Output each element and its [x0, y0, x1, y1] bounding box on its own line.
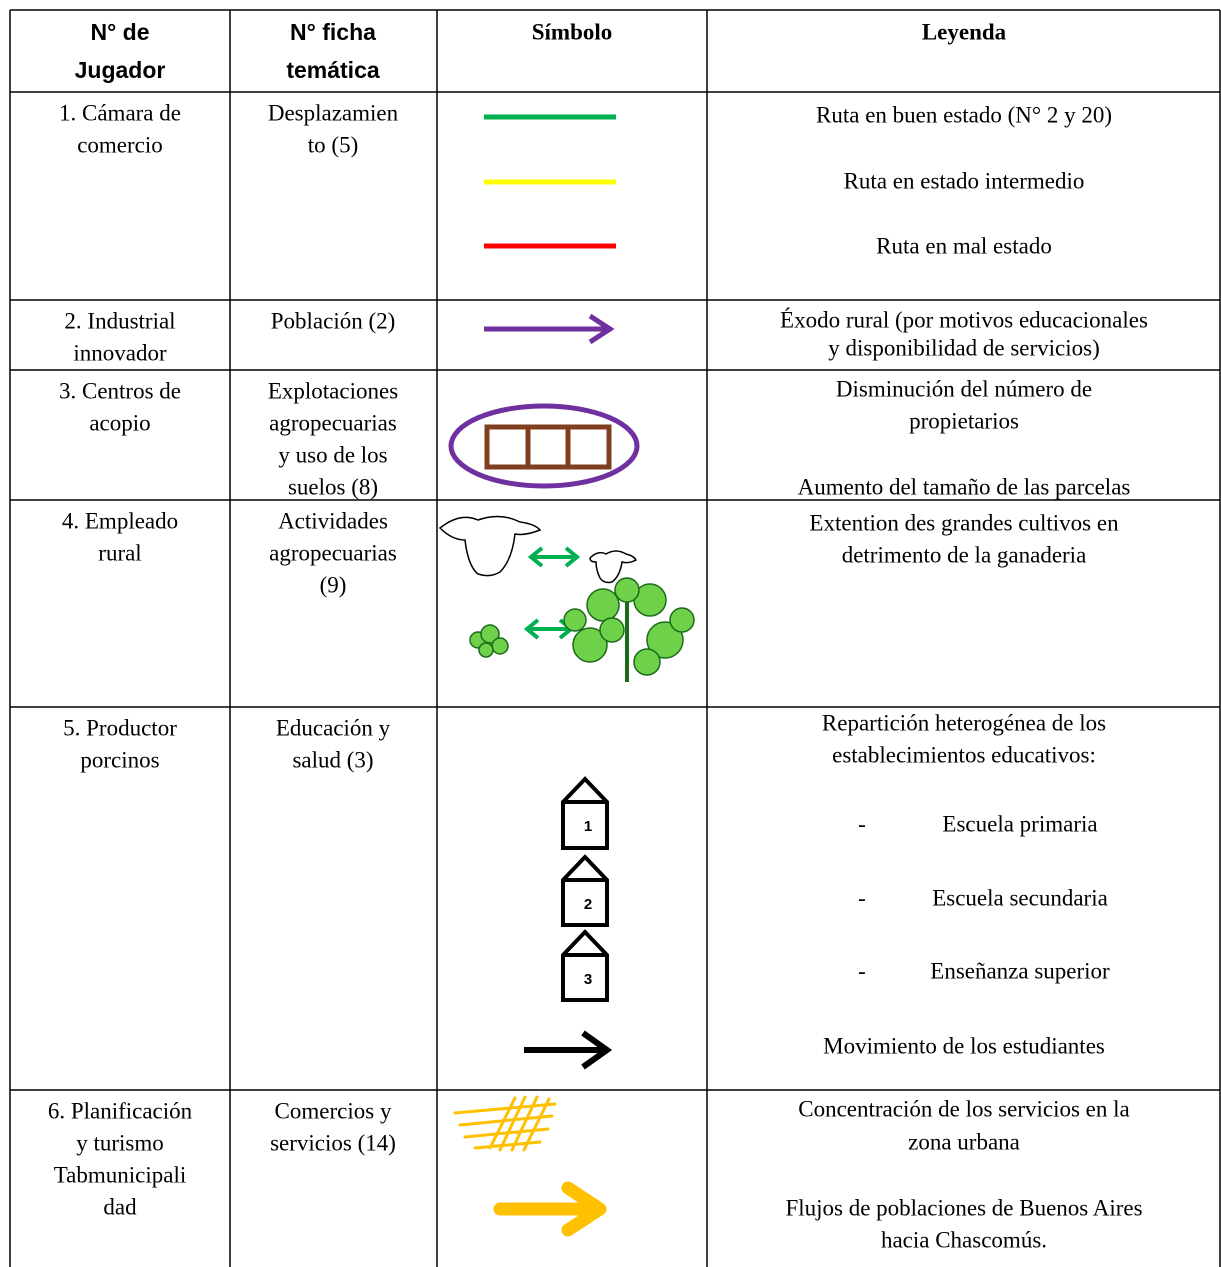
header-cell: temática: [286, 57, 380, 83]
legend-bullet: -: [858, 811, 866, 836]
road-symbols: [484, 114, 616, 249]
legend-bullet: -: [858, 958, 866, 983]
player-cell: 2. Industrial: [64, 308, 175, 333]
header-cell: Símbolo: [532, 19, 613, 44]
legend-text: Aumento del tamaño de las parcelas: [798, 474, 1131, 499]
sheet-cell: to (5): [308, 132, 358, 157]
sheet-cell: servicios (14): [270, 1130, 396, 1155]
legend-text: Ruta en buen estado (N° 2 y 20): [816, 102, 1112, 127]
player-cell: acopio: [89, 410, 150, 435]
sheet-cell: y uso de los: [278, 442, 387, 467]
legend-text: propietarios: [909, 408, 1019, 433]
legend-text: Disminución del número de: [836, 376, 1092, 401]
legend-text: Repartición heterogénea de los: [822, 710, 1106, 735]
sheet-cell: (9): [320, 572, 347, 597]
sheet-cell: Desplazamien: [268, 100, 399, 125]
player-cell: porcinos: [80, 747, 159, 772]
header-cell: Jugador: [75, 57, 166, 83]
legend-bullet: -: [858, 885, 866, 910]
legend-text: zona urbana: [908, 1129, 1020, 1154]
parcel-symbol: [448, 403, 640, 489]
sheet-cell: agropecuarias: [269, 410, 397, 435]
livestock-crops-symbol: [438, 515, 695, 682]
sheet-cell: salud (3): [292, 747, 373, 772]
legend-text: Escuela secundaria: [932, 885, 1108, 910]
player-cell: 3. Centros de: [59, 378, 181, 403]
header-cell: N° de: [90, 19, 149, 45]
legend-text: Ruta en mal estado: [876, 233, 1052, 258]
legend-text: Flujos de poblaciones de Buenos Aires: [785, 1195, 1142, 1220]
player-cell: Tabmunicipali: [54, 1162, 187, 1187]
legend-text: Éxodo rural (por motivos educacionales: [780, 307, 1148, 332]
player-cell: y turismo: [76, 1130, 164, 1155]
legend-text: y disponibilidad de servicios): [828, 335, 1100, 360]
player-cell: dad: [103, 1194, 137, 1219]
legend-text: Movimiento de los estudiantes: [823, 1033, 1105, 1058]
school-number: 3: [584, 971, 592, 988]
sheet-cell: Población (2): [271, 308, 396, 333]
sheet-cell: Explotaciones: [268, 378, 398, 403]
legend-text: Enseñanza superior: [930, 958, 1110, 983]
legend-text: Extention des grandes cultivos en: [809, 510, 1119, 535]
legend-text: Concentración de los servicios en la: [798, 1096, 1129, 1121]
school-symbols: [524, 776, 613, 1070]
sheet-cell: suelos (8): [288, 474, 378, 499]
header-cell: Leyenda: [922, 19, 1007, 44]
school-number: 1: [584, 818, 592, 835]
player-cell: comercio: [77, 132, 163, 157]
sheet-cell: Educación y: [276, 715, 391, 740]
legend-text: hacia Chascomús.: [881, 1227, 1047, 1252]
sheet-cell: agropecuarias: [269, 540, 397, 565]
legend-text: Ruta en estado intermedio: [844, 168, 1085, 193]
player-cell: 6. Planificación: [48, 1098, 193, 1123]
legend-text: Escuela primaria: [942, 811, 1097, 836]
services-symbols: [453, 1095, 607, 1237]
sheet-cell: Actividades: [278, 508, 388, 533]
exodus-arrow: [484, 313, 615, 345]
header-cell: N° ficha: [290, 19, 376, 45]
player-cell: rural: [98, 540, 141, 565]
player-cell: 1. Cámara de: [59, 100, 181, 125]
player-cell: 5. Productor: [63, 715, 177, 740]
player-cell: innovador: [73, 340, 167, 365]
legend-text: establecimientos educativos:: [832, 742, 1096, 767]
player-cell: 4. Empleado: [62, 508, 178, 533]
table-grid: [9, 9, 1221, 1267]
legend-text: detrimento de la ganaderia: [842, 542, 1087, 567]
sheet-cell: Comercios y: [275, 1098, 392, 1123]
school-number: 2: [584, 896, 592, 913]
